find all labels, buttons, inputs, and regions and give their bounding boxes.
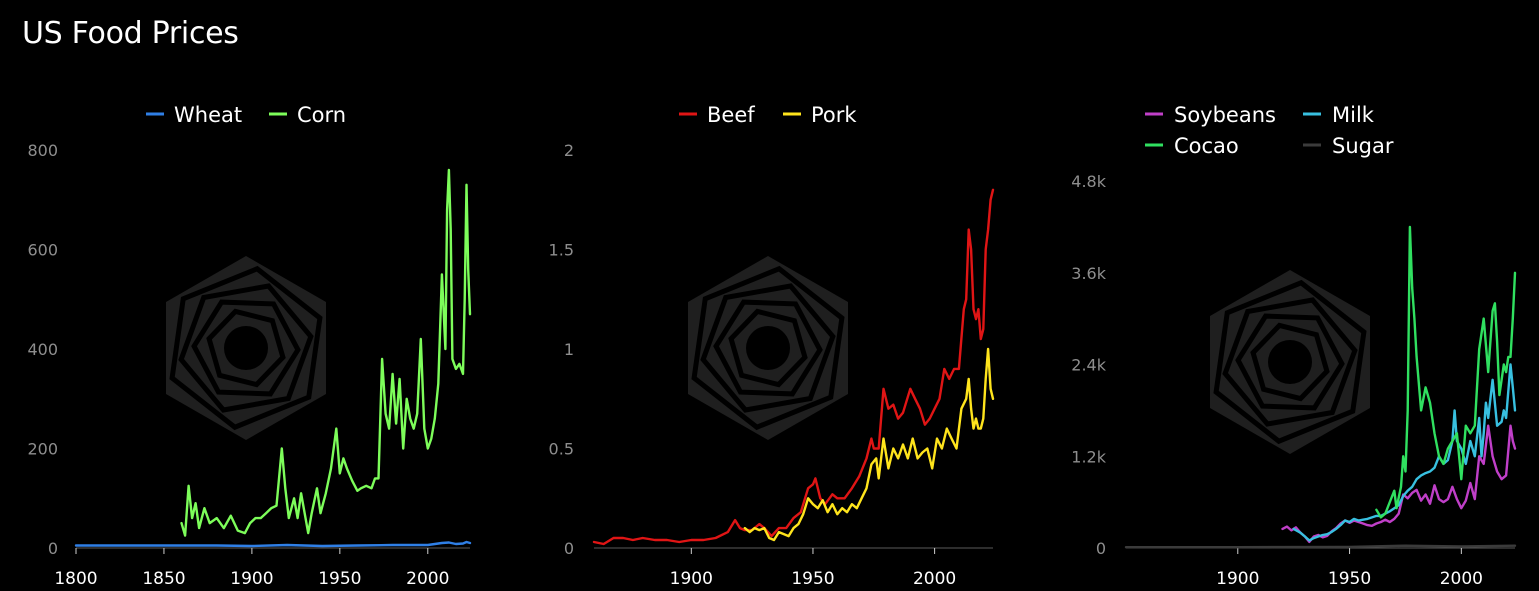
series-line-sugar bbox=[1124, 544, 1517, 549]
x-tick-label: 2000 bbox=[406, 569, 449, 589]
x-tick-label: 1950 bbox=[1328, 569, 1371, 589]
y-tick-label: 0 bbox=[48, 539, 58, 558]
watermark-logo-1 bbox=[166, 256, 326, 440]
series-line-corn bbox=[180, 168, 472, 537]
y-tick-label: 1.5 bbox=[549, 241, 574, 260]
y-tick-label: 800 bbox=[27, 141, 58, 160]
x-tick-label: 2000 bbox=[1440, 569, 1483, 589]
legend-label-sugar: Sugar bbox=[1332, 134, 1394, 158]
y-tick-label: 3.6k bbox=[1071, 264, 1106, 283]
series-line-cocao bbox=[1375, 225, 1517, 519]
legend-label-corn: Corn bbox=[297, 103, 346, 127]
y-tick-label: 0.5 bbox=[549, 440, 574, 459]
legend-label-milk: Milk bbox=[1332, 103, 1375, 127]
x-tick-label: 1900 bbox=[230, 569, 273, 589]
y-tick-label: 0 bbox=[1096, 539, 1106, 558]
x-tick-label: 1900 bbox=[670, 569, 713, 589]
x-tick-label: 1850 bbox=[142, 569, 185, 589]
y-tick-label: 4.8k bbox=[1071, 172, 1106, 191]
y-tick-label: 2 bbox=[564, 141, 574, 160]
legend-label-cocao: Cocao bbox=[1174, 134, 1239, 158]
series-line-beef bbox=[592, 188, 995, 546]
y-tick-label: 0 bbox=[564, 539, 574, 558]
y-tick-label: 400 bbox=[27, 340, 58, 359]
x-tick-label: 2000 bbox=[913, 569, 956, 589]
page-title: US Food Prices bbox=[22, 16, 239, 51]
y-tick-label: 2.4k bbox=[1071, 356, 1106, 375]
y-tick-label: 600 bbox=[27, 241, 58, 260]
legend-label-soybeans: Soybeans bbox=[1174, 103, 1276, 127]
legend-label-beef: Beef bbox=[707, 103, 755, 127]
x-tick-label: 1800 bbox=[54, 569, 97, 589]
x-tick-label: 1950 bbox=[318, 569, 361, 589]
watermark-logo-3 bbox=[1210, 270, 1370, 454]
chart-grains: 0 200 400 600 800 1800 1850 1900 1950 2000 Wheat Co… bbox=[27, 103, 472, 589]
chart-commodities: 0 1.2k 2.4k 3.6k 4.8k 1900 1950 2000 Soybeans Mil… bbox=[1071, 103, 1517, 589]
series-line-pork bbox=[743, 347, 995, 542]
series-line-wheat bbox=[74, 540, 472, 548]
x-tick-label: 1950 bbox=[791, 569, 834, 589]
legend-label-wheat: Wheat bbox=[174, 103, 242, 127]
chart-meats: 0 0.5 1 1.5 2 1900 1950 2000 Beef Pork bbox=[549, 103, 995, 589]
y-tick-label: 200 bbox=[27, 440, 58, 459]
y-tick-label: 1 bbox=[564, 340, 574, 359]
x-tick-label: 1900 bbox=[1216, 569, 1259, 589]
y-tick-label: 1.2k bbox=[1071, 447, 1106, 466]
series-line-milk bbox=[1292, 363, 1517, 542]
legend-label-pork: Pork bbox=[811, 103, 857, 127]
watermark-logo-2 bbox=[688, 256, 848, 440]
